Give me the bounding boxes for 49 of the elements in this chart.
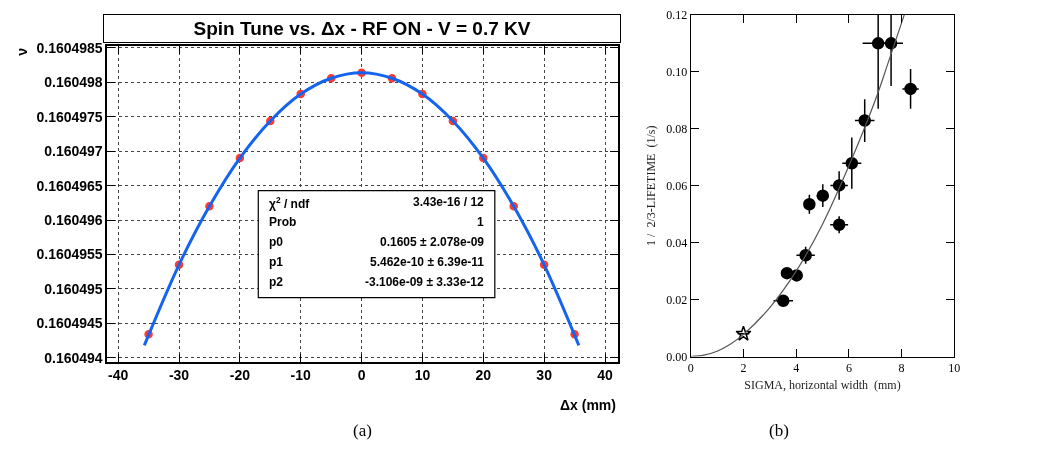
x-tick-label: 10 [948,361,961,375]
annotation: Prob [269,215,297,229]
y-tick-label: 0.1604965 [36,177,103,194]
y-tick-label: 0.12 [666,8,688,23]
x-tick-label: 30 [536,367,553,384]
x-tick-label: 10 [414,367,431,384]
y-tick-label: 0.06 [666,178,688,193]
x-tick-label: -20 [229,367,251,384]
x-tick-label: 40 [597,367,613,384]
y-tick-label: 0.1604975 [36,108,103,125]
annotation: χ$^{2}$ / ndf [269,195,311,212]
y-tick-label: 0.1604985 [36,39,103,56]
text: (a) [353,421,372,440]
annotation: 3.43e-16 / 12 [413,195,485,209]
y-tick-label: 0.10 [666,65,688,80]
y-tick-label: 0.1604955 [36,246,103,263]
y-tick-label: 0.1604945 [36,315,103,332]
y-axis-title: ν [13,47,30,56]
annotation: 1 [477,215,484,229]
x-tick-label: 2 [740,361,747,375]
x-tick-label: 6 [845,361,852,375]
annotation: -3.106e-09 ± 3.33e-12 [365,275,484,289]
y-tick-label: 0.160498 [44,74,103,91]
y-axis-title: 1 / 2/3-LIFETIME (1/s) [643,125,658,246]
annotation: p2 [269,275,284,289]
y-tick-label: 0.160496 [44,211,103,228]
x-tick-label: 0 [357,367,366,384]
x-tick-label: 0 [687,361,694,375]
text: (b) [769,421,789,440]
y-tick-label: 0.04 [666,235,688,250]
y-tick-label: 0.08 [666,121,688,136]
annotation: p0 [269,235,284,249]
y-tick-label: 0.160494 [44,349,103,366]
x-axis-title: SIGMA, horizontal width (mm) [744,377,901,392]
x-tick-label: 4 [793,361,800,375]
y-tick-label: 0.160497 [44,143,103,160]
y-tick-label: 0.160495 [44,280,103,297]
x-tick-label: -40 [108,367,129,384]
x-axis-title: Δx (mm) [560,397,616,413]
y-tick-label: 0.00 [666,349,688,364]
x-tick-label: 20 [475,367,492,384]
annotation: p1 [269,255,284,269]
annotation: 5.462e-10 ± 6.39e-11 [370,255,485,269]
x-tick-label: 8 [898,361,905,375]
x-tick-label: -10 [290,367,312,384]
y-tick-label: 0.02 [666,292,688,307]
annotation: 0.1605 ± 2.078e-09 [380,235,485,249]
x-tick-label: -30 [168,367,190,384]
chart-title: Spin Tune vs. Δx - RF ON - V = 0.7 KV [193,18,531,39]
